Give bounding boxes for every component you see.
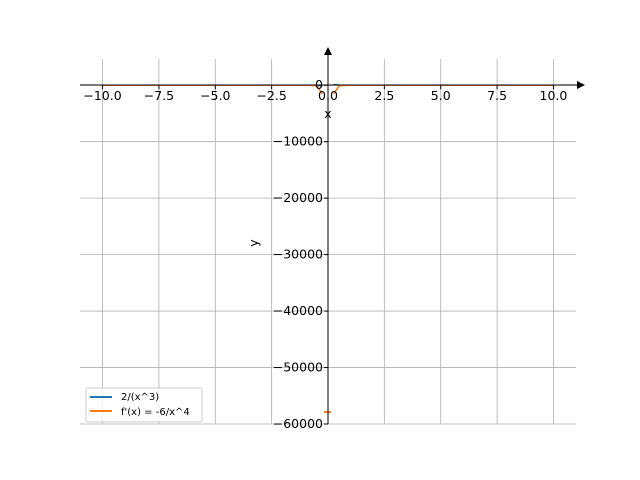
x-tick-label-4: 0.0 <box>318 88 338 103</box>
x-tick-label-6: 5.0 <box>431 88 451 103</box>
legend-label-series-2: f'(x) = -6/x^4 <box>121 407 190 418</box>
legend-box <box>85 387 203 423</box>
y-tick-label-2: −20000 <box>273 190 323 205</box>
x-tick-label-5: 2.5 <box>374 88 394 103</box>
legend: 2/(x^3) f'(x) = -6/x^4 <box>85 387 203 423</box>
x-axis-arrow <box>577 81 585 89</box>
y-tick-label-6: −60000 <box>273 416 323 431</box>
x-tick-label-1: −7.5 <box>144 88 174 103</box>
y-tick-label-3: −30000 <box>273 247 323 262</box>
x-tick-label-8: 10.0 <box>540 88 568 103</box>
axes <box>80 47 585 424</box>
x-axis-label: x <box>324 106 331 121</box>
y-axis-arrow <box>324 47 332 55</box>
x-tick-label-2: −5.0 <box>200 88 230 103</box>
y-tick-label-0: 0 <box>315 77 323 92</box>
ticks: −10.0 −7.5 −5.0 −2.5 0.0 2.5 5.0 7.5 10.0 0 −10000… <box>83 77 567 431</box>
y-tick-label-5: −50000 <box>273 360 323 375</box>
legend-label-series-1: 2/(x^3) <box>121 392 159 403</box>
y-axis-label: y <box>246 239 261 247</box>
y-tick-label-4: −40000 <box>273 303 323 318</box>
y-tick-label-1: −10000 <box>273 134 323 149</box>
x-tick-label-0: −10.0 <box>83 88 121 103</box>
x-tick-label-7: 7.5 <box>487 88 507 103</box>
x-tick-label-3: −2.5 <box>256 88 286 103</box>
